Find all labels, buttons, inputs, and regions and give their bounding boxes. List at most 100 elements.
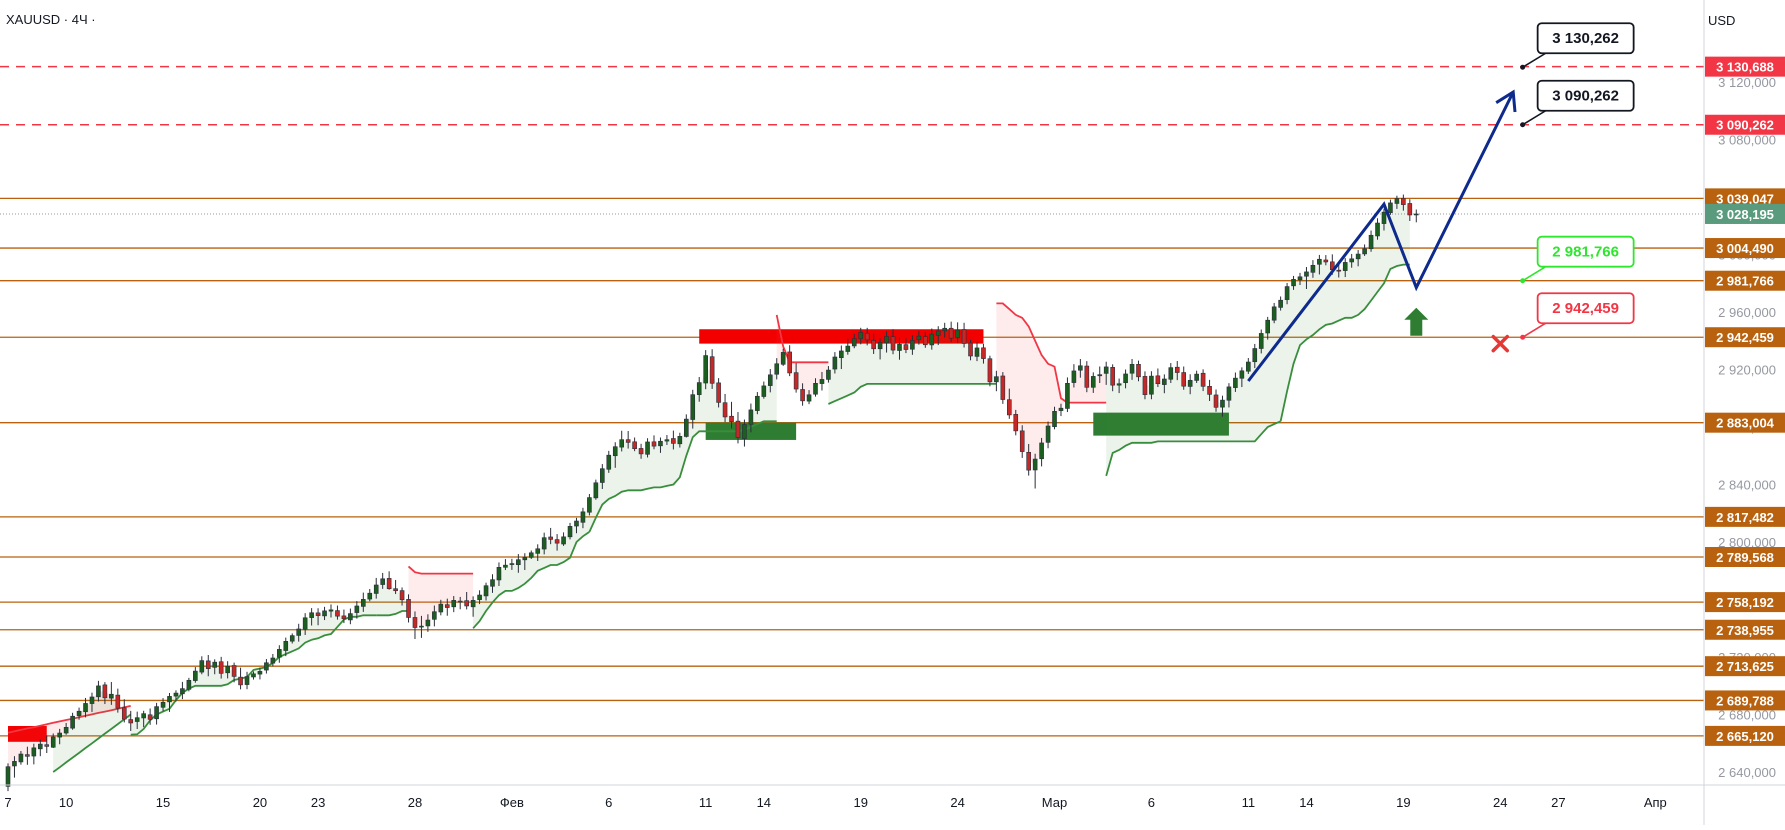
candle[interactable] [1220, 395, 1225, 417]
price-callout[interactable]: 2 942,459 [1520, 292, 1635, 340]
candle[interactable] [645, 438, 650, 458]
candle[interactable] [1233, 372, 1238, 392]
candle[interactable] [923, 332, 928, 348]
candle[interactable] [767, 369, 773, 393]
level-price-tag[interactable] [1705, 188, 1785, 209]
candle[interactable] [871, 333, 876, 354]
candle[interactable] [787, 345, 792, 377]
candle[interactable] [593, 479, 599, 500]
candle[interactable] [1123, 369, 1128, 389]
candle[interactable] [554, 534, 560, 551]
candle[interactable] [1019, 425, 1025, 458]
target-price-tag[interactable] [1705, 114, 1785, 135]
candle[interactable] [981, 343, 986, 364]
candle[interactable] [1136, 360, 1141, 382]
candle[interactable] [1084, 361, 1090, 393]
candle[interactable] [37, 739, 43, 757]
candle[interactable] [516, 554, 521, 573]
candle[interactable] [1375, 218, 1380, 240]
level-price-tag[interactable] [1705, 327, 1785, 348]
candle[interactable] [1407, 199, 1413, 222]
candle[interactable] [335, 605, 340, 620]
candle[interactable] [1065, 377, 1070, 413]
candle[interactable] [1252, 343, 1258, 369]
candle[interactable] [600, 464, 605, 489]
candle[interactable] [244, 671, 250, 690]
candle[interactable] [651, 435, 657, 450]
candle[interactable] [742, 419, 747, 447]
candle[interactable] [690, 389, 696, 429]
candle[interactable] [180, 681, 185, 700]
candle[interactable] [341, 609, 347, 624]
candle[interactable] [270, 653, 276, 667]
candle[interactable] [264, 659, 269, 674]
candle[interactable] [1187, 374, 1193, 395]
candle[interactable] [903, 338, 909, 354]
buy-arrow-icon[interactable] [1404, 307, 1429, 336]
candle[interactable] [826, 366, 831, 383]
candle[interactable] [845, 338, 851, 355]
candle[interactable] [1246, 358, 1251, 374]
price-callout[interactable]: 3 090,262 [1520, 79, 1635, 128]
candle[interactable] [1226, 383, 1232, 408]
candle[interactable] [612, 442, 618, 468]
candle[interactable] [1078, 359, 1083, 378]
candle[interactable] [1045, 421, 1051, 449]
candle[interactable] [1368, 230, 1374, 252]
candle[interactable] [406, 594, 411, 623]
candle[interactable] [974, 342, 980, 362]
candle[interactable] [1174, 361, 1180, 381]
candle[interactable] [955, 322, 960, 343]
candle[interactable] [109, 682, 114, 705]
candle[interactable] [503, 559, 508, 571]
candle[interactable] [354, 601, 360, 619]
candle[interactable] [910, 335, 915, 355]
candle[interactable] [587, 493, 592, 516]
candle[interactable] [1304, 267, 1309, 289]
candle[interactable] [522, 553, 528, 571]
candle[interactable] [63, 722, 69, 735]
candle[interactable] [729, 401, 734, 429]
forecast-path[interactable] [1247, 91, 1515, 382]
candle[interactable] [1071, 364, 1077, 388]
candle[interactable] [231, 662, 237, 683]
candle[interactable] [360, 592, 366, 612]
candle[interactable] [1291, 275, 1296, 290]
candle[interactable] [348, 608, 353, 625]
level-price-tag[interactable] [1705, 619, 1785, 640]
candle[interactable] [658, 437, 663, 453]
target-price-tag[interactable] [1705, 56, 1785, 77]
candle[interactable] [419, 615, 424, 638]
candle[interactable] [315, 608, 321, 626]
candle[interactable] [1323, 255, 1329, 266]
candle[interactable] [173, 690, 179, 702]
candle[interactable] [490, 574, 495, 593]
candle[interactable] [31, 743, 37, 765]
candle[interactable] [154, 702, 159, 725]
candle[interactable] [412, 611, 418, 640]
candle[interactable] [1258, 329, 1264, 354]
candle[interactable] [561, 532, 566, 546]
candle[interactable] [1058, 403, 1064, 417]
candle[interactable] [444, 598, 450, 616]
candle[interactable] [1103, 361, 1109, 385]
candle[interactable] [664, 435, 670, 445]
candle[interactable] [548, 527, 553, 545]
candle[interactable] [257, 667, 263, 680]
candle[interactable] [1052, 406, 1057, 430]
level-price-tag[interactable] [1705, 546, 1785, 567]
candle[interactable] [832, 352, 838, 374]
candle[interactable] [1162, 374, 1167, 394]
candle[interactable] [218, 656, 224, 679]
candle[interactable] [18, 751, 24, 765]
candle[interactable] [942, 322, 948, 338]
level-price-tag[interactable] [1705, 690, 1785, 711]
candle[interactable] [1116, 378, 1122, 394]
candle[interactable] [994, 370, 999, 392]
currency-label[interactable]: USD [1708, 13, 1736, 28]
candle[interactable] [703, 350, 708, 390]
level-price-tag[interactable] [1705, 592, 1785, 613]
level-price-tag[interactable] [1705, 506, 1785, 527]
candle[interactable] [199, 656, 205, 675]
candle[interactable] [399, 587, 405, 606]
